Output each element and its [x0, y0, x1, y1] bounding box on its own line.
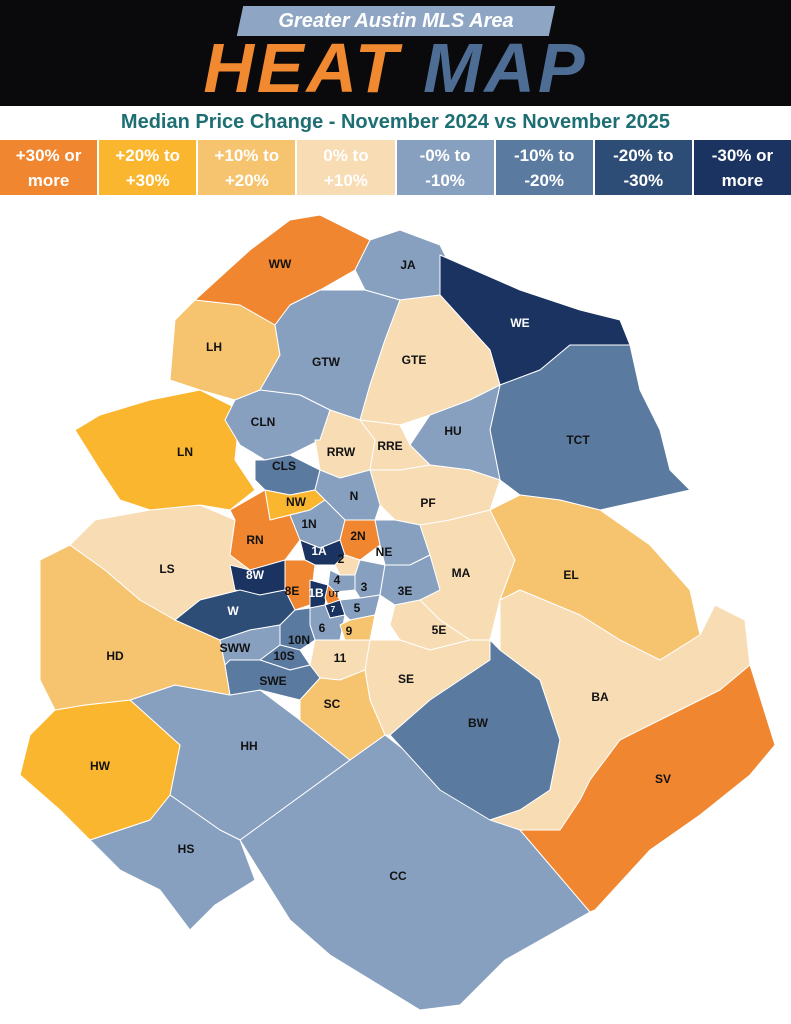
label-rre: RRE: [377, 439, 402, 453]
label-pf: PF: [420, 496, 435, 510]
label-1n: 1N: [301, 517, 316, 531]
label-ut: UT: [329, 590, 340, 599]
region-sc[interactable]: [299, 669, 386, 761]
label-5e: 5E: [432, 623, 447, 637]
region-rn[interactable]: [229, 489, 301, 571]
label-ja: JA: [400, 258, 416, 272]
label-10n: 10N: [288, 633, 310, 647]
legend-up-30-or-more: +30% or more: [0, 140, 100, 195]
legend-up-10-to-20: +10% to +20%: [198, 140, 298, 195]
label-8w: 8W: [246, 568, 265, 582]
label-el: EL: [563, 568, 578, 582]
label-bw: BW: [468, 716, 489, 730]
label-11: 11: [334, 651, 347, 665]
label-3: 3: [361, 580, 368, 594]
region-tct[interactable]: [489, 344, 691, 511]
title-word-map: MAP: [423, 29, 588, 107]
label-cc: CC: [389, 869, 407, 883]
label-ne: NE: [376, 545, 393, 559]
label-tct: TCT: [566, 433, 590, 447]
region-9[interactable]: [339, 614, 376, 641]
label-ls: LS: [159, 562, 174, 576]
label-cln: CLN: [251, 415, 276, 429]
label-ba: BA: [591, 690, 609, 704]
label-sc: SC: [324, 697, 341, 711]
label-se: SE: [398, 672, 414, 686]
label-1a: 1A: [311, 544, 327, 558]
label-ww: WW: [269, 257, 292, 271]
heat-map: WW JA WE LH GTW GTE TCT CLN HU LN RRW RR…: [19, 214, 776, 1011]
title-word-heat: HEAT: [203, 29, 401, 107]
label-1b: 1B: [308, 586, 324, 600]
label-9: 9: [346, 624, 353, 638]
label-2: 2: [338, 552, 345, 566]
region-swe[interactable]: [224, 659, 321, 701]
label-sww: SWW: [220, 641, 251, 655]
label-4: 4: [334, 573, 341, 587]
legend: +30% or more +20% to +30% +10% to +20% 0…: [0, 140, 791, 195]
legend-down-10-to-20: -10% to -20%: [495, 140, 595, 195]
label-6: 6: [319, 621, 326, 635]
label-3e: 3E: [398, 584, 413, 598]
legend-down-30-or-more: -30% or more: [693, 140, 791, 195]
label-gtw: GTW: [312, 355, 341, 369]
label-w: W: [227, 604, 239, 618]
label-2n: 2N: [350, 529, 365, 543]
label-we: WE: [510, 316, 529, 330]
label-rn: RN: [246, 533, 263, 547]
label-cls: CLS: [272, 459, 296, 473]
label-gte: GTE: [402, 353, 427, 367]
label-hd: HD: [106, 649, 124, 663]
label-8e: 8E: [285, 584, 300, 598]
legend-up-20-to-30: +20% to +30%: [99, 140, 199, 195]
region-cln[interactable]: [224, 389, 331, 461]
page-title: HEAT MAP: [0, 30, 791, 106]
label-nw: NW: [286, 495, 307, 509]
label-hu: HU: [444, 424, 461, 438]
label-hw: HW: [90, 759, 111, 773]
label-ma: MA: [452, 566, 471, 580]
legend-down-20-to-30: -20% to -30%: [594, 140, 694, 195]
legend-down-0-to-10: -0% to -10%: [396, 140, 496, 195]
label-n: N: [350, 489, 359, 503]
banner-text: Greater Austin MLS Area: [278, 10, 514, 32]
label-lh: LH: [206, 340, 222, 354]
region-sv[interactable]: [519, 664, 776, 913]
label-5: 5: [354, 601, 361, 615]
label-rrw: RRW: [327, 445, 356, 459]
label-7: 7: [331, 605, 336, 614]
label-sv: SV: [655, 772, 671, 786]
label-ln: LN: [177, 445, 193, 459]
label-swe: SWE: [259, 674, 286, 688]
label-hs: HS: [178, 842, 195, 856]
label-hh: HH: [240, 739, 257, 753]
map-subtitle: Median Price Change - November 2024 vs N…: [120, 111, 671, 133]
region-3e[interactable]: [379, 554, 441, 606]
region-ln[interactable]: [74, 389, 256, 511]
label-10s: 10S: [273, 649, 294, 663]
legend-up-0-to-10: 0% to +10%: [297, 140, 397, 195]
